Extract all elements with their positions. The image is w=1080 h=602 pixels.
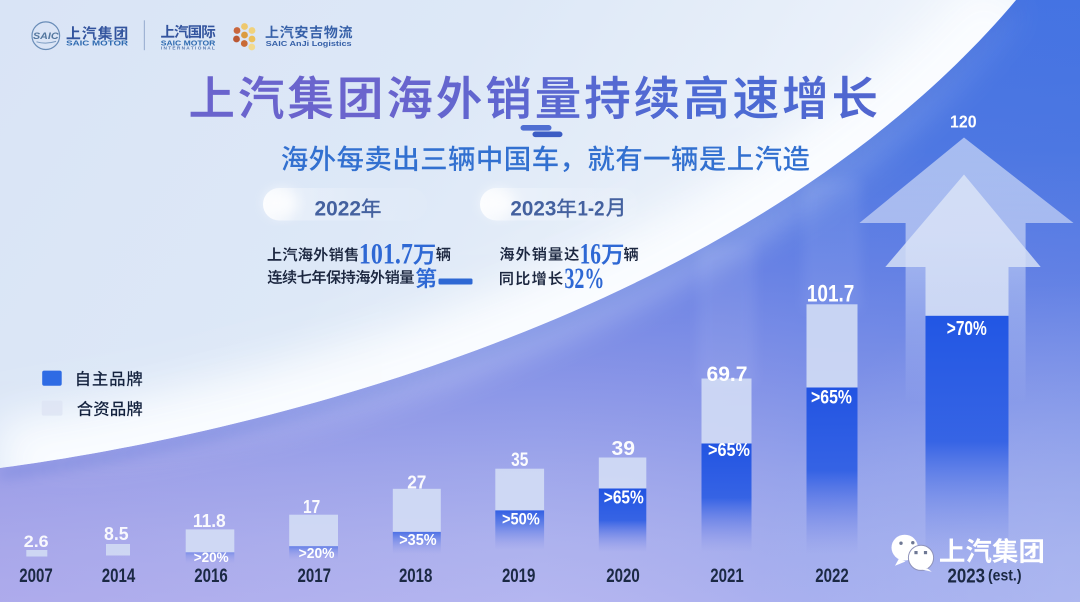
svg-text:2020: 2020 (606, 566, 640, 587)
svg-text:SAIC AnJi Logistics: SAIC AnJi Logistics (266, 39, 352, 48)
svg-text:(est.): (est.) (988, 568, 1022, 585)
svg-text:8.5: 8.5 (104, 524, 129, 544)
svg-text:2.6: 2.6 (24, 532, 49, 551)
svg-text:35: 35 (511, 450, 529, 471)
svg-text:2022: 2022 (315, 198, 362, 221)
svg-text:>20%: >20% (194, 549, 229, 565)
svg-text:>65%: >65% (708, 440, 750, 460)
svg-text:>50%: >50% (502, 510, 540, 529)
svg-text:2022: 2022 (815, 566, 849, 587)
svg-text:69.7: 69.7 (707, 363, 748, 386)
svg-text:101.7: 101.7 (359, 237, 413, 270)
svg-text:SAIC MOTOR: SAIC MOTOR (161, 38, 216, 47)
svg-text:39: 39 (612, 438, 636, 460)
svg-text:2017: 2017 (298, 566, 332, 587)
svg-text:SAIC MOTOR: SAIC MOTOR (66, 38, 129, 47)
svg-text:2014: 2014 (102, 566, 136, 587)
svg-text:>65%: >65% (811, 388, 852, 409)
svg-text:2007: 2007 (19, 566, 53, 587)
svg-text:I N T E R N A T I O N A L: I N T E R N A T I O N A L (161, 46, 215, 51)
svg-text:120: 120 (950, 112, 977, 132)
svg-text:1-2: 1-2 (578, 198, 605, 221)
svg-text:2023: 2023 (948, 566, 986, 588)
svg-text:11.8: 11.8 (193, 511, 226, 531)
svg-text:2021: 2021 (710, 566, 744, 587)
svg-text:2023: 2023 (510, 198, 556, 221)
svg-text:2018: 2018 (399, 566, 433, 587)
svg-text:>70%: >70% (947, 318, 987, 340)
svg-text:>35%: >35% (399, 532, 436, 549)
svg-text:>20%: >20% (299, 545, 335, 562)
svg-text:16: 16 (580, 237, 601, 270)
svg-text:>65%: >65% (604, 488, 644, 508)
svg-text:101.7: 101.7 (807, 281, 854, 308)
svg-text:27: 27 (407, 472, 426, 492)
svg-text:2016: 2016 (194, 566, 228, 587)
svg-text:17: 17 (303, 497, 320, 517)
svg-text:32%: 32% (564, 262, 604, 295)
svg-text:SAIC: SAIC (33, 31, 59, 42)
svg-text:2019: 2019 (502, 566, 536, 587)
